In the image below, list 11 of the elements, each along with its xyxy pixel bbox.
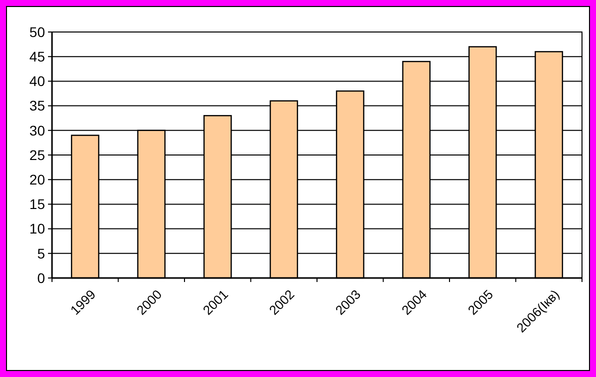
y-tick-label: 10 [29, 220, 46, 237]
y-tick-label: 45 [29, 48, 46, 64]
y-tick-label: 50 [29, 24, 46, 40]
y-tick-label: 25 [29, 146, 46, 163]
y-tick-label: 35 [29, 98, 46, 114]
y-tick-label: 20 [29, 172, 46, 188]
y-tick-label: 0 [37, 270, 46, 286]
y-tick-label: 15 [29, 196, 46, 212]
y-tick-label: 40 [29, 73, 46, 90]
y-tick-label: 5 [37, 245, 46, 262]
y-tick-label: 30 [29, 122, 46, 138]
